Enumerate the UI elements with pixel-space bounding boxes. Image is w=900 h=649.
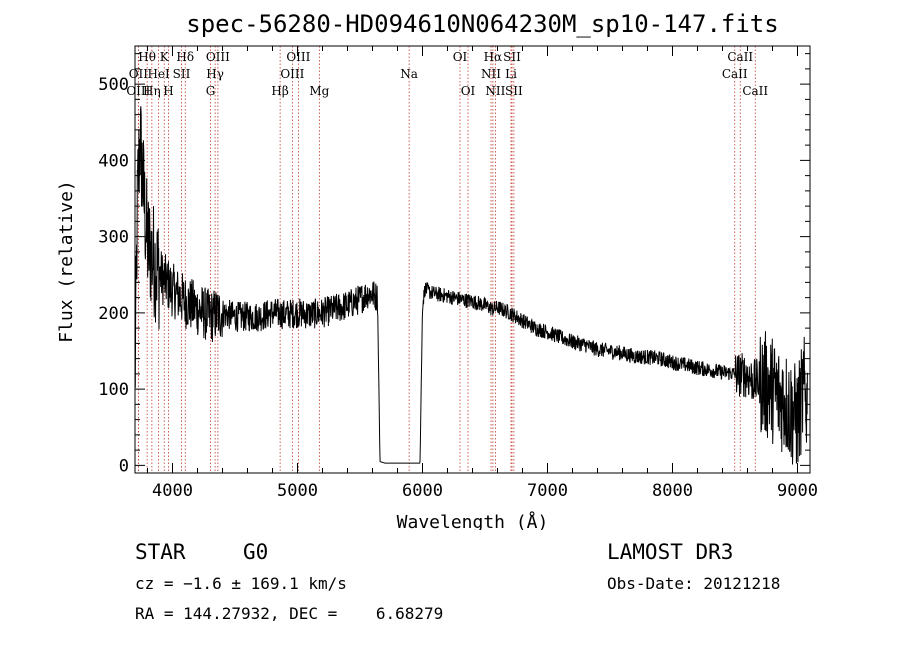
plot-frame [134,45,811,474]
x-tick-label: 6000 [402,481,443,501]
spectral-line-label: OIII [206,50,230,64]
coordinates: RA = 144.27932, DEC = 6.68279 [135,604,444,623]
spectral-subclass: G0 [243,540,269,564]
spectral-line-label: G [206,84,216,98]
y-tick-label: 200 [98,304,129,324]
spectral-line-label: OIII [286,50,310,64]
spectral-line-label: K [160,50,170,64]
spectral-line-label: Hα [484,50,503,64]
y-axis-ticks: 0 100 200 300 400 500 [98,53,810,476]
spectral-line-label: Li [505,67,517,81]
spectrum-chart: spec-56280-HD094610N064230M_sp10-147.fit… [56,10,818,530]
spectral-line-label: SII [173,67,191,81]
spectral-line-label: HeI [147,67,170,81]
y-tick-label: 500 [98,75,129,95]
spectral-line-label: Mg [309,84,329,98]
spectral-line-label: OII [129,67,149,81]
observation-date: Obs-Date: 20121218 [607,574,781,593]
spectral-line-label: CaII [742,84,768,98]
spectrum-series-line [134,106,808,465]
x-tick-label: 8000 [652,481,693,501]
x-tick-label: 5000 [277,481,318,501]
spectral-line-label: OIII [280,67,304,81]
x-axis-ticks: 4000 5000 6000 7000 8000 9000 [147,46,818,501]
spectral-line-label: SII [503,50,521,64]
y-tick-label: 0 [119,456,129,476]
spectral-line-label: Hγ [206,67,224,81]
spectral-line-label: CaII [727,50,753,64]
spectral-line-label: OI [453,50,468,64]
spectral-line-label: SII [505,84,523,98]
y-tick-label: 400 [98,151,129,171]
y-tick-label: 300 [98,228,129,248]
spectral-line-label: CaII [722,67,748,81]
spectral-line-markers [137,46,756,473]
spectral-line-label: Hθ [138,50,156,64]
spectral-line-label: Hβ [271,84,288,98]
spectral-line-label: Hη [143,84,161,98]
survey-name: LAMOST DR3 [607,540,734,564]
x-tick-label: 4000 [152,481,193,501]
object-class: STAR [135,540,186,564]
x-tick-label: 9000 [777,481,818,501]
y-tick-label: 100 [98,380,129,400]
spectral-line-label: OI [461,84,476,98]
spectral-line-label: Hδ [176,50,194,64]
redshift-value: cz = −1.6 ± 169.1 km/s [135,574,347,593]
spectral-line-label: H [163,84,173,98]
x-tick-label: 7000 [527,481,568,501]
spectral-line-label: NII [485,84,505,98]
x-axis-label: Wavelength (Å) [397,511,549,530]
spectral-line-label: Na [400,67,418,81]
y-axis-label: Flux (relative) [56,180,77,343]
spectral-line-label: OIII [126,84,150,98]
spectral-line-label: NII [481,67,501,81]
chart-title: spec-56280-HD094610N064230M_sp10-147.fit… [186,10,778,38]
